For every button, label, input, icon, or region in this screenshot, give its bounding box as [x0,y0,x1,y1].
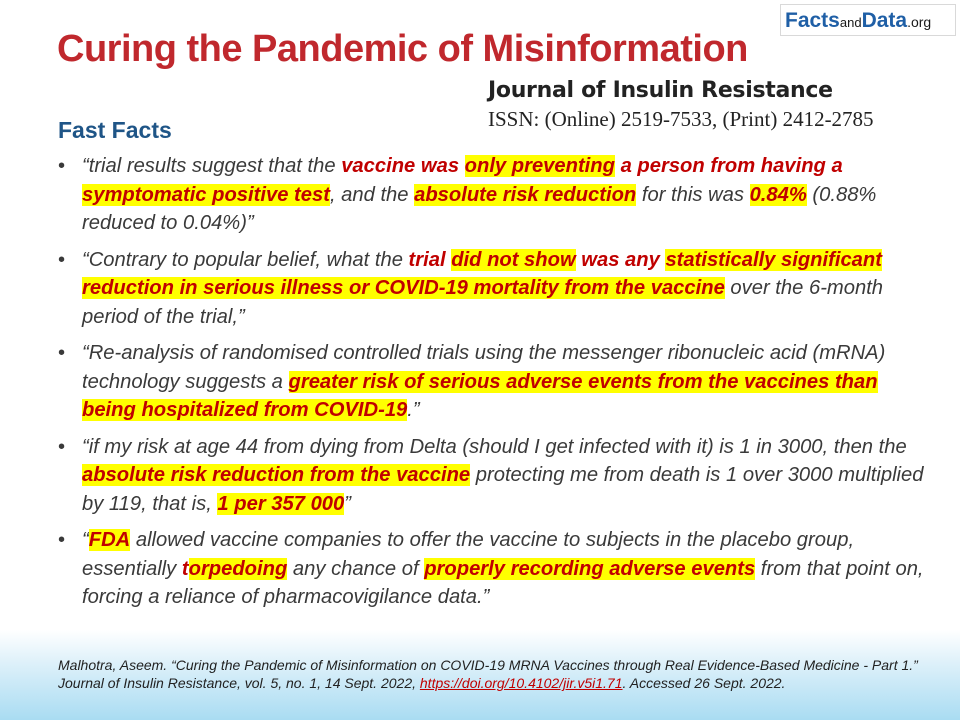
slide-title: Curing the Pandemic of Misinformation [57,28,748,70]
fact-item-1: “trial results suggest that the vaccine … [56,152,926,238]
fact-text: over the 6-month period of the trial,” [82,277,884,328]
highlighted-text: 1 per 357 000 [217,492,345,515]
fact-text: (0.88% reduced to 0.04%)” [82,183,877,235]
highlighted-text: only preventing [464,155,615,177]
highlighted-text: symptomatic positive test [82,183,330,206]
journal-name: Journal of Insulin Resistance [488,78,833,103]
bottom-gradient-band [0,630,960,720]
fact-text: allowed vaccine companies to offer the v… [82,529,855,580]
highlighted-text: absolute risk reduction [414,183,637,206]
fact-text: “Contrary to popular belief, what the [82,248,409,271]
factsanddata-logo: FactsandData.org [780,4,956,36]
fact-text: , and the [329,183,415,206]
section-subtitle: Fast Facts [58,117,172,143]
citation: Malhotra, Aseem. “Curing the Pandemic of… [58,656,918,692]
journal-header-image: Journal of Insulin Resistance ISSN: (Onl… [480,72,932,144]
emphasis-text: t [181,557,189,580]
fact-item-3: “Re-analysis of randomised controlled tr… [56,339,926,425]
emphasis-text: a person from having a [614,155,843,177]
fact-text: “trial results suggest that the [82,155,342,177]
fast-facts-list: “trial results suggest that the vaccine … [56,152,926,620]
fact-item-2: “Contrary to popular belief, what the tr… [56,246,926,332]
fact-text: from that point on, forcing a reliance o… [82,557,924,609]
doi-link[interactable]: https://doi.org/10.4102/jir.v5i1.71 [419,675,623,691]
highlighted-text: properly recording adverse events [424,557,756,580]
fact-text: any chance of [287,557,425,580]
fact-text: for this was [636,183,750,206]
citation-text: Malhotra, Aseem. “Curing the Pandemic of… [58,657,918,691]
highlighted-text: did not show [451,248,576,271]
highlighted-text: orpedoing [188,557,288,580]
fact-text: .” [407,399,420,421]
highlighted-text: 0.84% [749,183,807,206]
fact-text: protecting me from death is 1 over 3000 … [82,464,924,515]
emphasis-text: trial [408,248,452,271]
highlighted-text: absolute risk reduction from the vaccine [82,464,471,486]
fact-text: “Re-analysis of randomised controlled tr… [82,342,886,393]
citation-accessed: . Accessed 26 Sept. 2022. [622,675,786,691]
journal-issn: ISSN: (Online) 2519-7533, (Print) 2412-2… [488,107,874,131]
fact-item-4: “if my risk at age 44 from dying from De… [56,433,926,519]
fact-text: “if my risk at age 44 from dying from De… [82,435,907,458]
emphasis-text: was any [575,248,666,271]
fact-item-5: “FDA allowed vaccine companies to offer … [56,526,926,612]
fact-text: “ [82,529,89,551]
fact-text: ” [344,492,351,515]
highlighted-text: FDA [88,529,131,551]
emphasis-text: vaccine was [341,155,465,177]
